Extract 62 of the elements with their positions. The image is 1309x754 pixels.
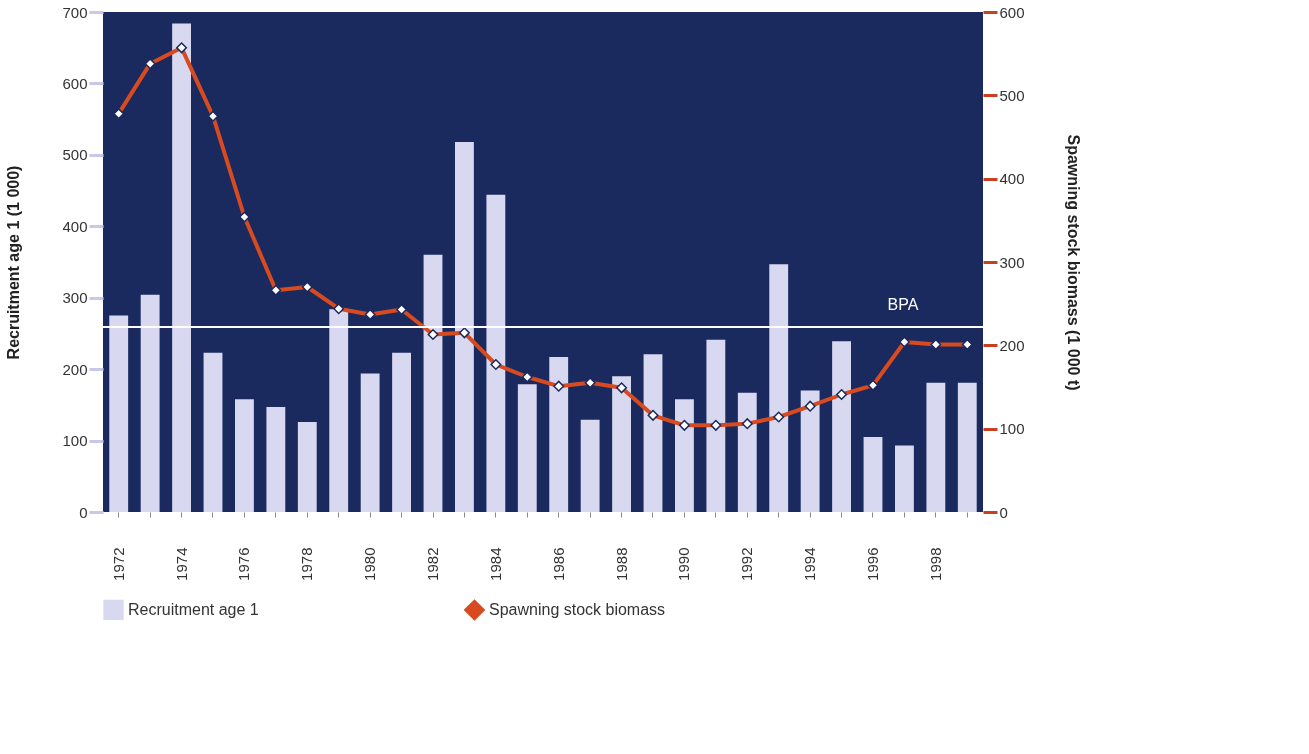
bar xyxy=(266,407,286,512)
y2-axis-title: Spawning stock biomass (1 000 t) xyxy=(1064,134,1082,391)
y-tick-label: 600 xyxy=(62,74,88,92)
x-tick-label: 1996 xyxy=(864,547,881,581)
x-tick-label: 1994 xyxy=(801,547,819,581)
x-tick-label: 1980 xyxy=(361,547,379,581)
y2-tick-label: 200 xyxy=(999,336,1025,354)
bar xyxy=(643,354,663,512)
bar xyxy=(769,264,789,512)
y-tick-label: 100 xyxy=(62,432,88,450)
bar xyxy=(580,419,600,512)
bar xyxy=(863,437,883,512)
bar xyxy=(926,382,946,512)
bar xyxy=(737,392,757,512)
x-tick-label: 1998 xyxy=(926,547,944,581)
bar xyxy=(392,352,411,512)
y2-tick-label: 100 xyxy=(999,420,1025,438)
x-tick-label: 1978 xyxy=(298,547,316,581)
ref-line-label: BPA xyxy=(887,296,919,313)
x-tick-label: 1976 xyxy=(235,547,253,581)
bar xyxy=(517,384,537,512)
x-tick-label: 1972 xyxy=(109,547,127,581)
bar xyxy=(297,422,317,512)
bar xyxy=(800,390,820,512)
legend-label: Spawning stock biomass xyxy=(489,600,666,618)
x-tick-label: 1974 xyxy=(172,547,190,581)
y-tick-label: 0 xyxy=(79,503,88,521)
x-tick-label: 1988 xyxy=(612,547,630,581)
bar xyxy=(172,23,191,512)
x-tick-label: 1986 xyxy=(549,547,567,581)
bar xyxy=(895,445,914,512)
y-tick-label: 400 xyxy=(62,217,88,235)
y-axis-title: Recruitment age 1 (1 000) xyxy=(5,165,23,360)
y2-tick-label: 300 xyxy=(999,253,1025,271)
bar xyxy=(235,399,254,512)
x-tick-label: 1990 xyxy=(675,547,693,581)
bar xyxy=(832,341,851,512)
y-tick-label: 300 xyxy=(62,289,88,307)
bar xyxy=(612,376,631,512)
x-tick-label: 1982 xyxy=(424,547,441,581)
bar xyxy=(203,352,223,512)
bar xyxy=(360,373,380,512)
bar xyxy=(455,142,474,512)
bar xyxy=(486,194,506,512)
y-tick-label: 500 xyxy=(62,146,88,164)
y2-tick-label: 500 xyxy=(999,86,1025,104)
bar xyxy=(329,309,349,512)
y-tick-label: 700 xyxy=(62,3,88,21)
bar xyxy=(140,294,160,512)
bar xyxy=(423,254,443,512)
y-tick-label: 200 xyxy=(62,360,88,378)
bar xyxy=(957,382,977,512)
y2-tick-label: 400 xyxy=(999,170,1025,188)
y2-tick-label: 0 xyxy=(999,503,1008,521)
bar xyxy=(675,399,694,512)
bar xyxy=(706,339,726,512)
y2-tick-label: 600 xyxy=(999,3,1025,21)
bar xyxy=(549,357,569,512)
legend-label: Recruitment age 1 xyxy=(128,600,259,618)
x-tick-label: 1984 xyxy=(486,547,504,581)
bar xyxy=(109,315,129,512)
x-tick-label: 1992 xyxy=(738,547,756,581)
